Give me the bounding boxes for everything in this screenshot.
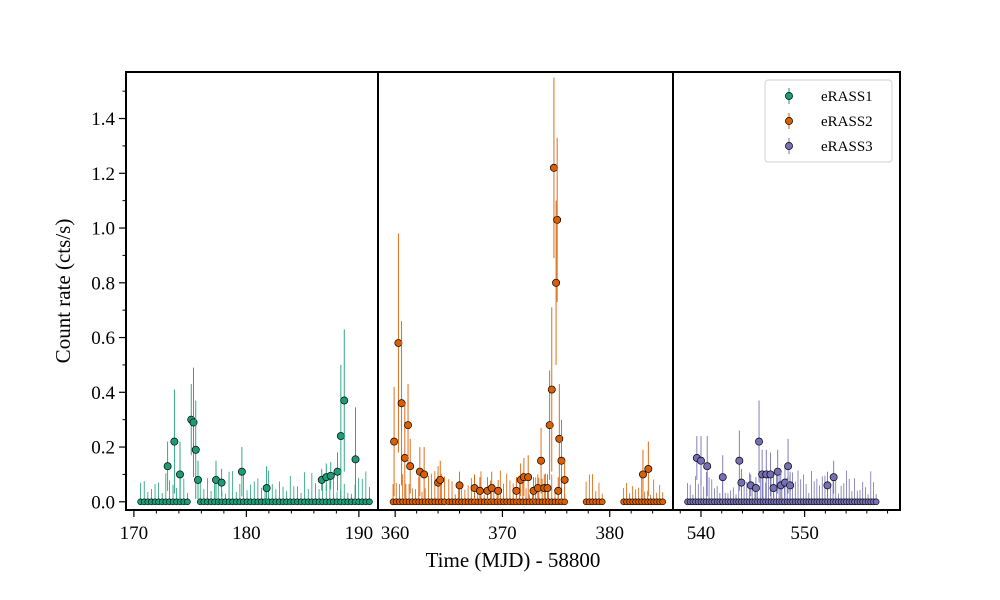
legend-marker (785, 117, 793, 125)
y-tick-label: 0.8 (91, 273, 115, 294)
data-point (326, 471, 335, 480)
y-tick-label: 1.4 (91, 109, 115, 130)
x-tick-label: 180 (232, 523, 261, 544)
zero-rate-marker (659, 498, 667, 506)
panel-frame (125, 71, 379, 511)
data-point (455, 481, 464, 490)
data-point (829, 473, 838, 482)
data-point (189, 418, 198, 427)
legend-label: eRASS1 (821, 89, 873, 105)
data-point (512, 486, 521, 495)
legend-marker (785, 142, 793, 150)
zero-rate-marker (561, 498, 568, 506)
panel-1: 170 180 190 (120, 71, 379, 544)
data-point (262, 484, 271, 493)
y-tick-label: 0.6 (91, 328, 115, 349)
panel-frame (377, 71, 674, 511)
y-axis: 0.0 0.2 0.4 0.6 0.8 1.0 1.2 1.4 (91, 90, 126, 513)
panel-3: 540 550 (672, 71, 901, 544)
legend: eRASS1 eRASS2 eRASS3 (764, 79, 893, 163)
data-point (475, 486, 484, 495)
data-point (436, 475, 445, 484)
panel-2: 360 370 380 (377, 71, 674, 544)
zero-rate-marker (366, 498, 373, 506)
y-tick-label: 1.0 (91, 219, 115, 240)
data-point (420, 470, 429, 479)
data-point (163, 462, 172, 471)
data-point (524, 473, 533, 482)
zero-rate-marker (872, 498, 880, 506)
panel-frame (672, 71, 901, 511)
data-point (751, 484, 760, 493)
data-point (557, 456, 566, 465)
data-point (553, 215, 562, 224)
data-point (390, 437, 399, 446)
data-point (549, 163, 558, 172)
x-tick-label: 360 (381, 523, 410, 544)
data-point (554, 486, 563, 495)
data-point (537, 456, 546, 465)
data-point (735, 456, 744, 465)
x-tick-label: 550 (790, 523, 819, 544)
data-point (191, 445, 200, 454)
data-point (644, 464, 653, 473)
data-point (406, 462, 415, 471)
panels-layer: 170 180 190 360 370 380 540 5500.00.20.40.60.81… (91, 71, 901, 544)
legend-frame (764, 79, 893, 163)
data-point (217, 478, 226, 487)
data-point (336, 432, 345, 441)
y-tick-label: 0.2 (91, 438, 115, 459)
y-tick-label: 1.2 (91, 164, 115, 185)
data-point (703, 462, 712, 471)
data-point (766, 470, 775, 479)
data-point (755, 437, 763, 446)
zero-rate-marker (598, 498, 606, 506)
data-point (237, 467, 246, 476)
data-point (194, 475, 202, 484)
data-point (394, 339, 403, 347)
y-tick-label: 0.0 (91, 492, 115, 513)
x-tick-label: 170 (120, 523, 149, 544)
data-point (494, 486, 503, 495)
data-point (543, 484, 552, 493)
data-point (560, 475, 569, 484)
x-tick-label: 190 (345, 523, 374, 544)
data-point (697, 456, 705, 465)
legend-label: eRASS2 (821, 114, 873, 130)
data-point (176, 470, 184, 479)
zero-rate-marker (184, 498, 191, 506)
x-tick-label: 540 (687, 523, 716, 544)
data-point (351, 455, 360, 464)
data-point (823, 481, 832, 490)
data-point (737, 478, 746, 487)
data-point (333, 467, 342, 476)
x-tick-label: 370 (488, 523, 517, 544)
x-tick-label: 380 (595, 523, 624, 544)
data-point (340, 396, 349, 405)
data-point (552, 278, 561, 287)
data-point (397, 399, 406, 408)
data-point (404, 421, 412, 430)
data-point (718, 473, 727, 482)
x-axis-label: Time (MJD) - 58800 (426, 548, 601, 572)
legend-label: eRASS3 (821, 139, 873, 155)
data-point (400, 454, 409, 462)
y-tick-label: 0.4 (91, 383, 115, 404)
data-point (170, 437, 179, 446)
data-point (784, 462, 793, 471)
legend-marker (785, 92, 793, 100)
data-point (773, 467, 782, 476)
data-point (547, 385, 556, 394)
y-axis-label: Count rate (cts/s) (51, 219, 75, 364)
data-point (639, 470, 647, 479)
data-point (769, 484, 778, 493)
